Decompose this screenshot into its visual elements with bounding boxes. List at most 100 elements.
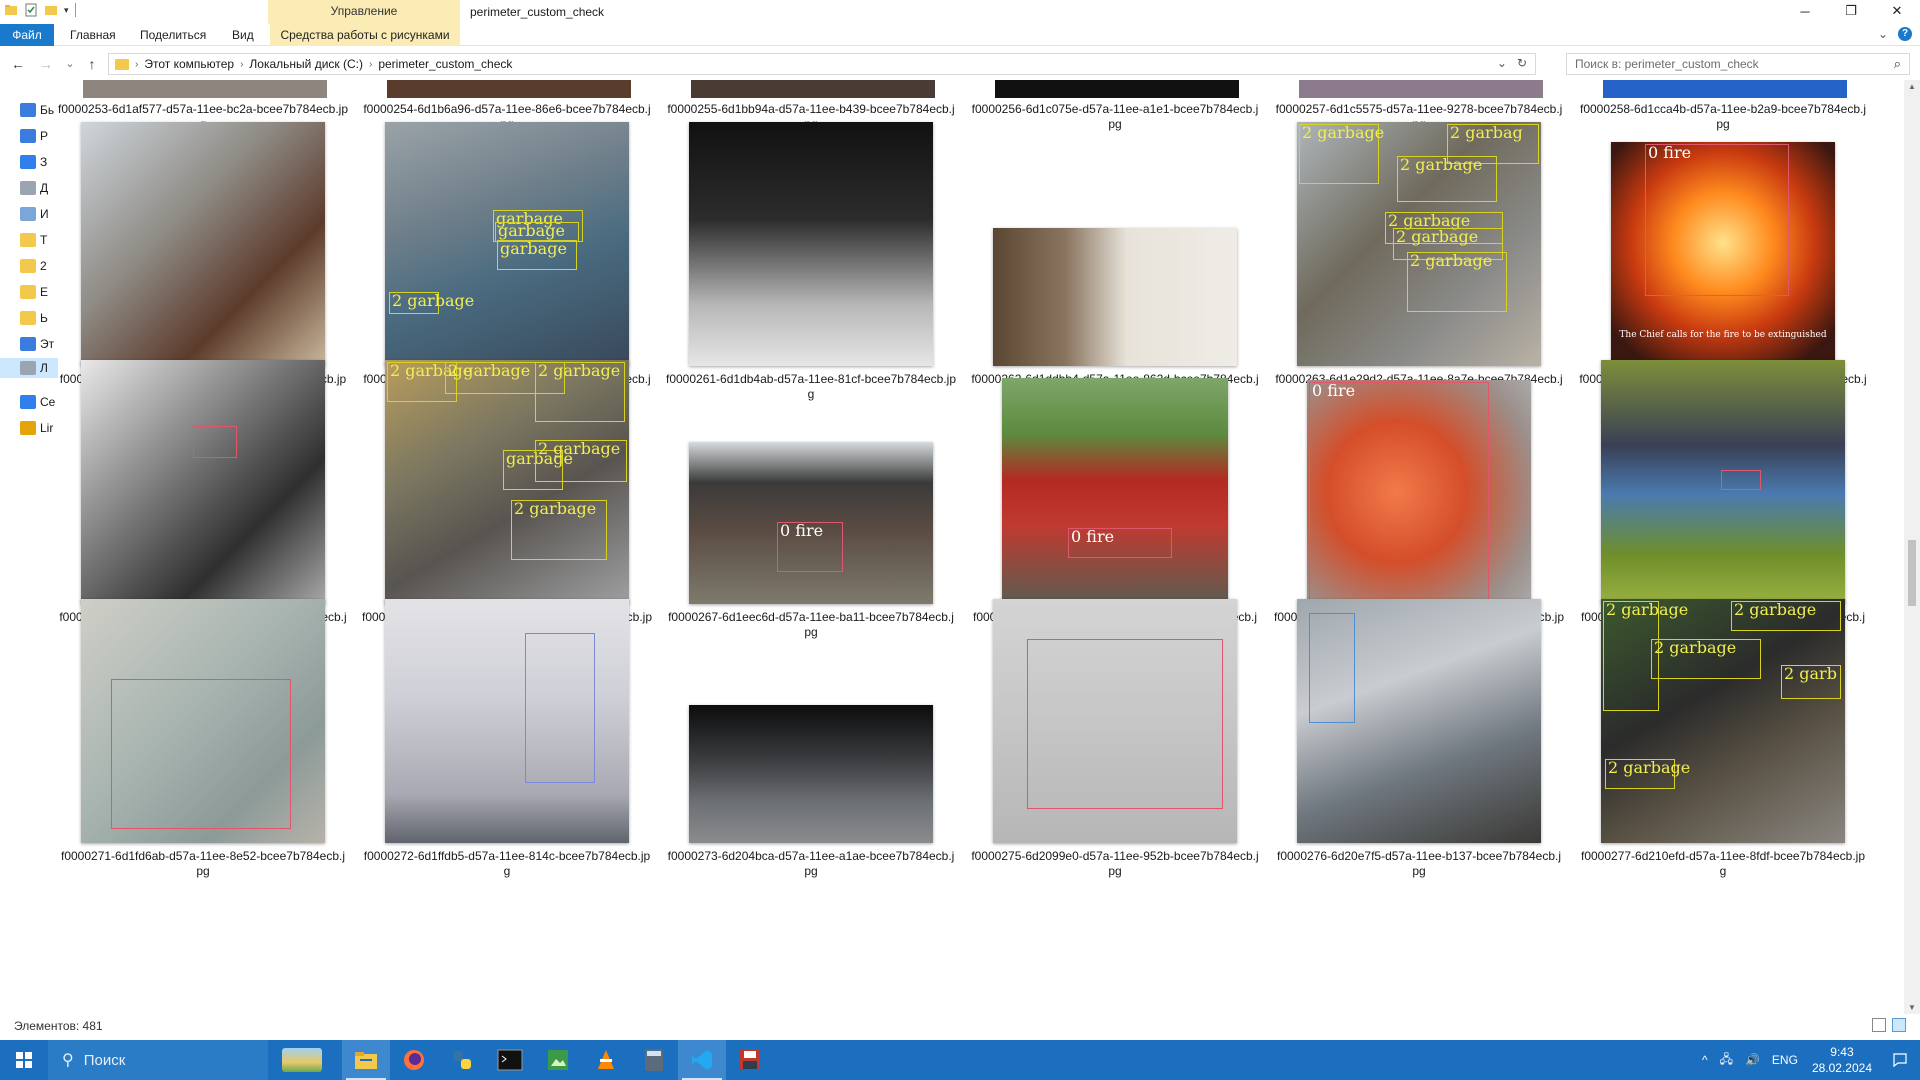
folder-icon[interactable] — [4, 3, 18, 17]
close-button[interactable]: ✕ — [1891, 3, 1903, 18]
address-bar[interactable]: › Этот компьютер › Локальный диск (C:) ›… — [108, 53, 1536, 75]
file-name[interactable]: f0000271-6d1fd6ab-d57a-11ee-8e52-bcee7b7… — [60, 849, 345, 878]
thumbnail[interactable] — [387, 80, 631, 98]
scroll-down-icon[interactable]: ▼ — [1908, 1003, 1916, 1012]
firefox-icon[interactable] — [390, 1040, 438, 1080]
expand-ribbon-icon[interactable]: ⌄ — [1877, 27, 1888, 41]
thumbnail[interactable] — [385, 599, 629, 843]
thumbnail[interactable]: 0 fire — [689, 442, 933, 604]
thumbnail[interactable] — [689, 122, 933, 366]
file-name[interactable]: f0000258-6d1cca4b-d57a-11ee-b2a9-bcee7b7… — [1579, 102, 1866, 131]
nav-item[interactable]: Л — [0, 358, 58, 378]
file-name[interactable]: f0000277-6d210efd-d57a-11ee-8fdf-bcee7b7… — [1580, 849, 1865, 878]
help-icon[interactable]: ? — [1898, 27, 1912, 41]
customize-qat-icon[interactable]: ▾ — [64, 4, 69, 15]
vlc-icon[interactable] — [582, 1040, 630, 1080]
volume-icon[interactable]: 🔊 — [1744, 1053, 1760, 1067]
scroll-up-icon[interactable]: ▲ — [1908, 82, 1916, 91]
image-viewer-icon[interactable] — [534, 1040, 582, 1080]
file-explorer-icon[interactable] — [342, 1040, 390, 1080]
tab-view[interactable]: Вид — [232, 28, 254, 42]
nav-item[interactable]: Се — [20, 392, 55, 412]
vscode-icon[interactable] — [678, 1040, 726, 1080]
details-view-button[interactable] — [1872, 1018, 1886, 1032]
clock[interactable]: 9:43 28.02.2024 — [1804, 1044, 1880, 1076]
thumbnail[interactable]: 2 garbage 2 garbage 2 garbage garbage 2 garb… — [385, 360, 629, 604]
file-name[interactable]: f0000261-6d1db4ab-d57a-11ee-81cf-bcee7b7… — [666, 372, 957, 401]
file-name[interactable]: f0000272-6d1ffdb5-d57a-11ee-814c-bcee7b7… — [363, 849, 651, 878]
thumbnail[interactable] — [691, 80, 935, 98]
back-button[interactable]: ← — [11, 56, 25, 72]
search-icon[interactable]: ⌕ — [1893, 56, 1901, 71]
restore-button[interactable]: ❐ — [1845, 3, 1857, 18]
breadcrumb-separator[interactable]: › — [368, 58, 373, 70]
taskbar-search[interactable]: ⚲ Поиск — [48, 1040, 268, 1080]
refresh-icon[interactable]: ↻ — [1516, 56, 1527, 70]
new-folder-icon[interactable] — [44, 3, 58, 17]
file-name[interactable]: f0000275-6d2099e0-d57a-11ee-952b-bcee7b7… — [971, 849, 1259, 878]
thumbnail[interactable] — [1297, 599, 1541, 843]
breadcrumb-this-pc[interactable]: Этот компьютер — [144, 57, 235, 71]
nav-item[interactable]: Lir — [20, 418, 53, 438]
search-box[interactable]: Поиск в: perimeter_custom_check ⌕ — [1566, 53, 1910, 75]
breadcrumb-separator[interactable]: › — [240, 58, 244, 70]
nav-item[interactable]: Бь — [20, 100, 54, 120]
thumbnail[interactable] — [81, 122, 325, 366]
terminal-icon[interactable] — [486, 1040, 534, 1080]
breadcrumb-separator[interactable]: › — [135, 58, 139, 70]
minimize-button[interactable]: ─ — [1800, 3, 1810, 19]
file-name[interactable]: f0000276-6d20e7f5-d57a-11ee-b137-bcee7b7… — [1276, 849, 1561, 878]
taskbar-search-input[interactable]: Поиск — [83, 1051, 126, 1069]
scrollbar-thumb[interactable] — [1908, 540, 1916, 606]
nav-item[interactable]: Т — [20, 230, 47, 250]
thumbnail[interactable]: 0 fire The Chief calls for the fire to be… — [1611, 142, 1835, 366]
large-icons-view-button[interactable] — [1892, 1018, 1906, 1032]
tab-share[interactable]: Поделиться — [140, 28, 207, 42]
thumbnail[interactable] — [81, 360, 325, 604]
nav-item[interactable]: Е — [20, 282, 48, 302]
nav-item[interactable]: Д — [20, 178, 48, 198]
thumbnail[interactable] — [995, 80, 1239, 98]
thumbnail[interactable] — [1299, 80, 1543, 98]
floppy-save-icon[interactable] — [726, 1040, 774, 1080]
language-indicator[interactable]: ENG — [1771, 1053, 1798, 1067]
calculator-icon[interactable] — [630, 1040, 678, 1080]
nav-item[interactable]: З — [20, 152, 47, 172]
thumbnail[interactable] — [83, 80, 327, 98]
thumbnail[interactable]: 2 garbage 2 garbag 2 garbage 2 garbage 2 gar… — [1297, 122, 1541, 366]
network-icon[interactable]: 🖧 — [1719, 1051, 1733, 1066]
thumbnail[interactable] — [1603, 80, 1847, 98]
up-button[interactable]: ↑ — [88, 56, 96, 72]
thumbnail[interactable]: 0 fire — [1002, 378, 1228, 604]
breadcrumb-local-disk[interactable]: Локальный диск (C:) — [249, 57, 363, 71]
thumbnail[interactable] — [993, 599, 1237, 843]
file-name[interactable]: f0000256-6d1c075e-d57a-11ee-a1e1-bcee7b7… — [971, 102, 1259, 131]
city-wallpaper-app[interactable] — [268, 1040, 336, 1080]
search-input[interactable]: Поиск в: perimeter_custom_check — [1575, 57, 1759, 71]
tab-home[interactable]: Главная — [70, 28, 116, 42]
nav-item[interactable]: И — [20, 204, 49, 224]
forward-button[interactable]: → — [39, 56, 53, 72]
nav-item[interactable]: 2 — [20, 256, 47, 276]
breadcrumb-current-folder[interactable]: perimeter_custom_check — [378, 57, 513, 71]
file-name[interactable]: f0000273-6d204bca-d57a-11ee-a1ae-bcee7b7… — [667, 849, 955, 878]
address-dropdown-icon[interactable]: ⌄ — [1496, 56, 1507, 70]
properties-icon[interactable] — [24, 3, 38, 17]
start-button[interactable] — [0, 1040, 48, 1080]
file-name[interactable]: f0000267-6d1eec6d-d57a-11ee-ba11-bcee7b7… — [668, 610, 954, 639]
tab-file[interactable]: Файл — [0, 24, 54, 46]
nav-item[interactable]: Р — [20, 126, 48, 146]
thumbnail[interactable] — [993, 228, 1237, 366]
thumbnail[interactable] — [689, 705, 933, 843]
thumbnail[interactable] — [81, 599, 325, 843]
recent-locations-button[interactable]: ⌄ — [65, 58, 75, 70]
nav-item[interactable]: Эт — [20, 334, 54, 354]
notification-center-icon[interactable] — [1880, 1040, 1920, 1080]
thumbnail[interactable]: 0 fire — [1307, 380, 1531, 604]
vertical-scrollbar[interactable]: ▲ ▼ — [1904, 80, 1920, 1014]
thumbnail[interactable] — [1601, 360, 1845, 604]
tab-picture-tools[interactable]: Средства работы с рисунками — [270, 24, 460, 46]
thumbnail[interactable]: 2 garbage 2 garbage 2 garbage 2 garb 2 garba… — [1601, 599, 1845, 843]
thumbnail[interactable]: garbage garbage garbage 2 garbage — [385, 122, 629, 366]
tray-overflow-icon[interactable]: ^ — [1701, 1053, 1708, 1067]
